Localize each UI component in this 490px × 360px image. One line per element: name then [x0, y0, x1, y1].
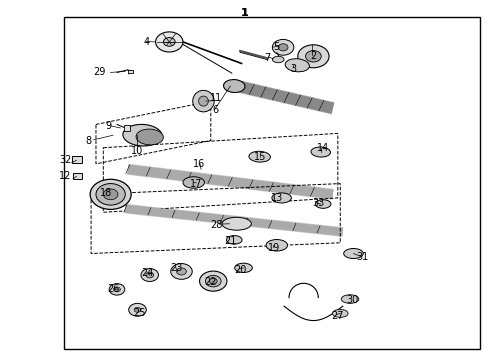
Text: 23: 23	[171, 263, 183, 273]
Text: 18: 18	[99, 188, 112, 198]
Ellipse shape	[226, 235, 242, 244]
Bar	[124, 126, 130, 131]
Circle shape	[272, 40, 294, 55]
Bar	[64, 17, 480, 348]
Text: 32: 32	[59, 155, 72, 165]
Ellipse shape	[272, 193, 292, 203]
Circle shape	[199, 271, 227, 291]
Bar	[128, 70, 133, 73]
Text: 30: 30	[346, 295, 359, 305]
Text: 12: 12	[59, 171, 72, 181]
Text: 15: 15	[253, 152, 266, 162]
Circle shape	[96, 184, 125, 205]
Text: 1: 1	[241, 8, 249, 18]
Text: 4: 4	[144, 37, 150, 47]
Ellipse shape	[223, 80, 245, 93]
Text: 31: 31	[356, 252, 368, 262]
Text: 10: 10	[131, 146, 144, 156]
Ellipse shape	[183, 177, 204, 188]
Text: 27: 27	[332, 311, 344, 321]
Circle shape	[134, 307, 141, 312]
Ellipse shape	[316, 200, 331, 208]
Circle shape	[109, 284, 125, 295]
Ellipse shape	[222, 217, 251, 230]
Circle shape	[176, 268, 186, 275]
Bar	[72, 156, 82, 163]
Circle shape	[129, 303, 147, 316]
Circle shape	[146, 272, 154, 278]
Ellipse shape	[341, 295, 359, 303]
Ellipse shape	[311, 147, 330, 157]
Text: 28: 28	[211, 220, 223, 230]
Ellipse shape	[249, 151, 270, 162]
Ellipse shape	[332, 310, 348, 318]
Text: 3: 3	[291, 64, 297, 74]
Ellipse shape	[235, 263, 252, 273]
Circle shape	[114, 287, 121, 292]
Circle shape	[205, 275, 221, 287]
Circle shape	[163, 38, 175, 46]
Ellipse shape	[266, 239, 288, 251]
Text: 5: 5	[273, 42, 280, 52]
Circle shape	[171, 264, 192, 279]
Circle shape	[103, 189, 118, 200]
Circle shape	[209, 278, 217, 284]
Text: 25: 25	[134, 308, 146, 318]
Text: 11: 11	[210, 93, 222, 103]
Ellipse shape	[285, 59, 309, 72]
Ellipse shape	[198, 96, 208, 106]
Text: 2: 2	[310, 51, 317, 61]
Ellipse shape	[343, 248, 363, 258]
Text: 29: 29	[94, 67, 106, 77]
Circle shape	[90, 179, 131, 210]
Text: 13: 13	[270, 193, 283, 203]
Text: 16: 16	[193, 159, 205, 169]
Text: 22: 22	[204, 277, 217, 287]
Bar	[73, 173, 82, 179]
Ellipse shape	[136, 129, 163, 145]
Text: 19: 19	[268, 243, 280, 253]
Circle shape	[156, 32, 183, 52]
Text: 9: 9	[105, 121, 111, 131]
Text: 20: 20	[234, 265, 246, 275]
Text: 6: 6	[213, 105, 219, 115]
Circle shape	[306, 50, 321, 62]
Circle shape	[141, 269, 159, 282]
Text: 14: 14	[317, 143, 329, 153]
Text: 8: 8	[85, 136, 91, 145]
Text: 1: 1	[241, 8, 249, 18]
Text: 21: 21	[224, 236, 237, 246]
Ellipse shape	[123, 125, 162, 146]
Ellipse shape	[193, 90, 214, 112]
Text: 26: 26	[107, 284, 119, 294]
Text: 24: 24	[141, 268, 153, 278]
Text: 7: 7	[264, 53, 270, 63]
Ellipse shape	[272, 56, 284, 63]
Text: 33: 33	[312, 198, 324, 208]
Circle shape	[278, 44, 288, 51]
Circle shape	[298, 45, 329, 68]
Text: 17: 17	[190, 179, 202, 189]
